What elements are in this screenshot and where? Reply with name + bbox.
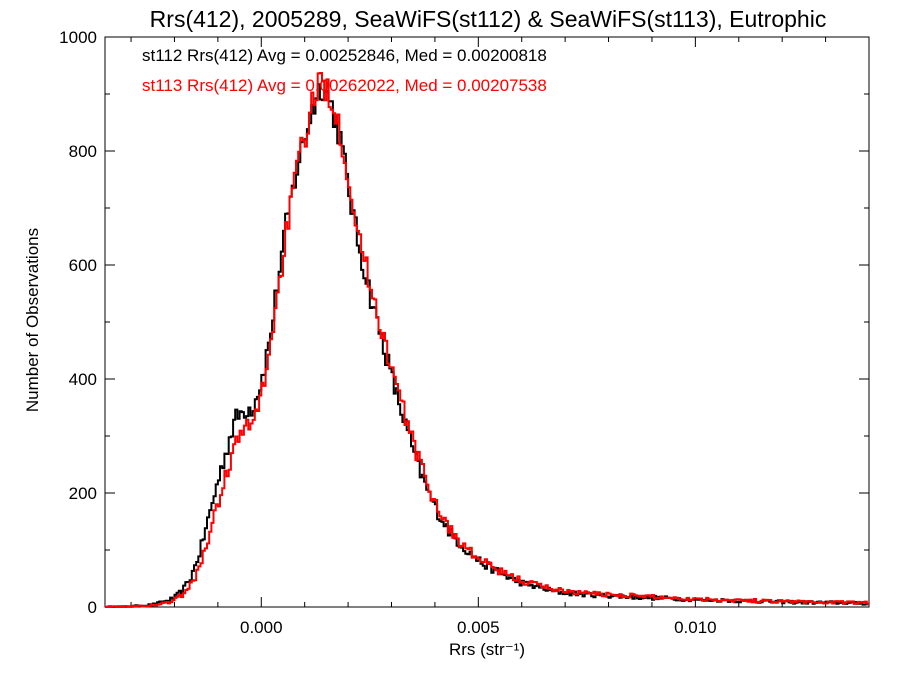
chart-title: Rrs(412), 2005289, SeaWiFS(st112) & SeaW… — [150, 6, 827, 32]
y-tick-label: 400 — [69, 370, 97, 389]
y-axis-label: Number of Observations — [23, 228, 42, 412]
plot-border — [104, 36, 870, 608]
y-axis: 0 200 400 600 800 1000 — [59, 28, 869, 617]
x-axis: 0.000 0.005 0.010 — [130, 37, 870, 637]
x-tick-label: 0.005 — [457, 618, 500, 637]
x-tick-label: 0.010 — [674, 618, 717, 637]
y-tick-label: 200 — [69, 484, 97, 503]
annotation-2: st113 Rrs(412) Avg = 0.00262022, Med = 0… — [142, 76, 547, 95]
series-st112 — [105, 83, 869, 608]
x-tick-label: 0.000 — [240, 618, 283, 637]
y-tick-label: 800 — [69, 142, 97, 161]
annotations: st112 Rrs(412) Avg = 0.00252846, Med = 0… — [142, 46, 547, 95]
plot-frame — [104, 36, 870, 608]
series-layer — [105, 72, 869, 608]
y-tick-label: 0 — [88, 598, 97, 617]
y-tick-label: 1000 — [59, 28, 97, 47]
y-tick-label: 600 — [69, 256, 97, 275]
x-axis-label: Rrs (str⁻¹) — [449, 640, 525, 659]
series-st113 — [105, 72, 869, 608]
annotation-1: st112 Rrs(412) Avg = 0.00252846, Med = 0… — [142, 46, 547, 65]
